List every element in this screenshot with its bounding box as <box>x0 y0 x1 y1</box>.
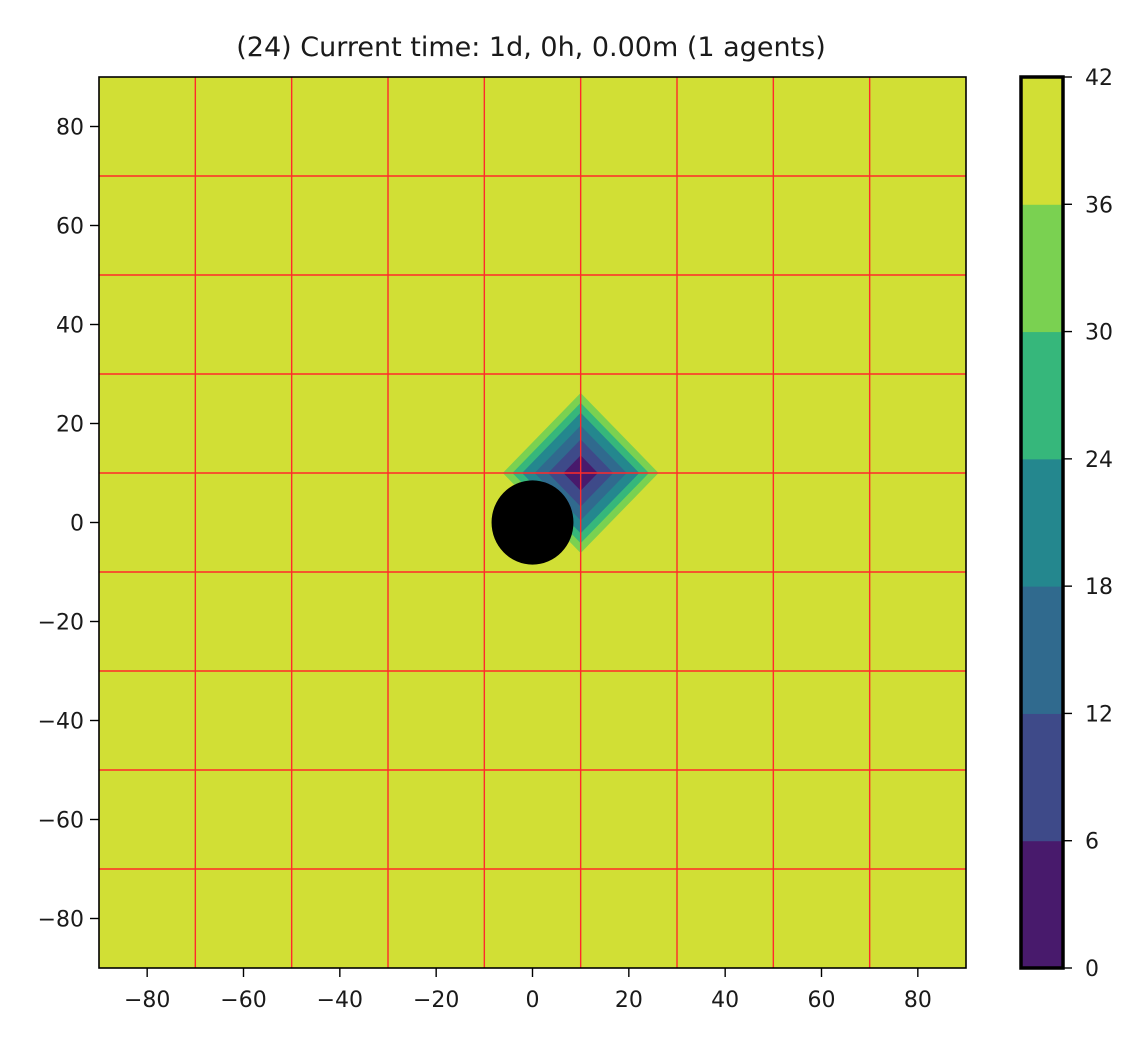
colorbar-band-1 <box>1021 713 1063 842</box>
y-tick-label-7: 60 <box>56 215 84 240</box>
plot-clip-group <box>99 77 966 968</box>
colorbar-band-2 <box>1021 586 1063 714</box>
y-tick-label-3: −20 <box>38 611 84 636</box>
colorbar-band-0 <box>1021 840 1063 969</box>
colorbar-band-4 <box>1021 331 1063 460</box>
colorbar-tick-label-0: 0 <box>1085 957 1099 982</box>
x-tick-label-2: −40 <box>317 988 363 1013</box>
x-tick-label-1: −60 <box>220 988 266 1013</box>
colorbar-tick-label-7: 42 <box>1085 66 1113 91</box>
colorbar-band-6 <box>1021 77 1063 205</box>
colorbar-tick-label-4: 24 <box>1085 448 1113 473</box>
x-tick-label-5: 20 <box>615 988 643 1013</box>
x-tick-label-6: 40 <box>711 988 739 1013</box>
agent-marker-0 <box>491 480 574 565</box>
colorbar-frame <box>1019 75 1065 970</box>
x-axis: −80 −60 −40 −20 0 20 40 60 80 <box>124 968 932 1013</box>
colorbar: 0 6 12 18 24 30 36 42 <box>1019 66 1113 982</box>
colorbar-tick-label-3: 18 <box>1085 575 1113 600</box>
x-tick-label-4: 0 <box>526 988 540 1013</box>
colorbar-tick-label-1: 6 <box>1085 830 1099 855</box>
colorbar-tick-label-6: 36 <box>1085 193 1113 218</box>
y-tick-label-4: 0 <box>70 512 84 537</box>
chart-title: (24) Current time: 1d, 0h, 0.00m (1 agen… <box>236 32 826 63</box>
colorbar-tick-label-2: 12 <box>1085 702 1113 727</box>
y-tick-label-6: 40 <box>56 314 84 339</box>
y-axis: −80 −60 −40 −20 0 20 40 60 80 <box>38 116 99 933</box>
colorbar-tick-label-5: 30 <box>1085 321 1113 346</box>
y-tick-label-1: −60 <box>38 809 84 834</box>
x-tick-label-0: −80 <box>124 988 170 1013</box>
x-tick-label-8: 80 <box>904 988 932 1013</box>
y-tick-label-0: −80 <box>38 908 84 933</box>
y-tick-label-2: −40 <box>38 710 84 735</box>
colorbar-band-3 <box>1021 458 1063 587</box>
x-tick-label-7: 60 <box>808 988 836 1013</box>
y-tick-label-5: 20 <box>56 413 84 438</box>
plot-area <box>98 76 967 969</box>
x-tick-label-3: −20 <box>413 988 459 1013</box>
colorbar-band-5 <box>1021 204 1063 333</box>
y-tick-label-8: 80 <box>56 116 84 141</box>
